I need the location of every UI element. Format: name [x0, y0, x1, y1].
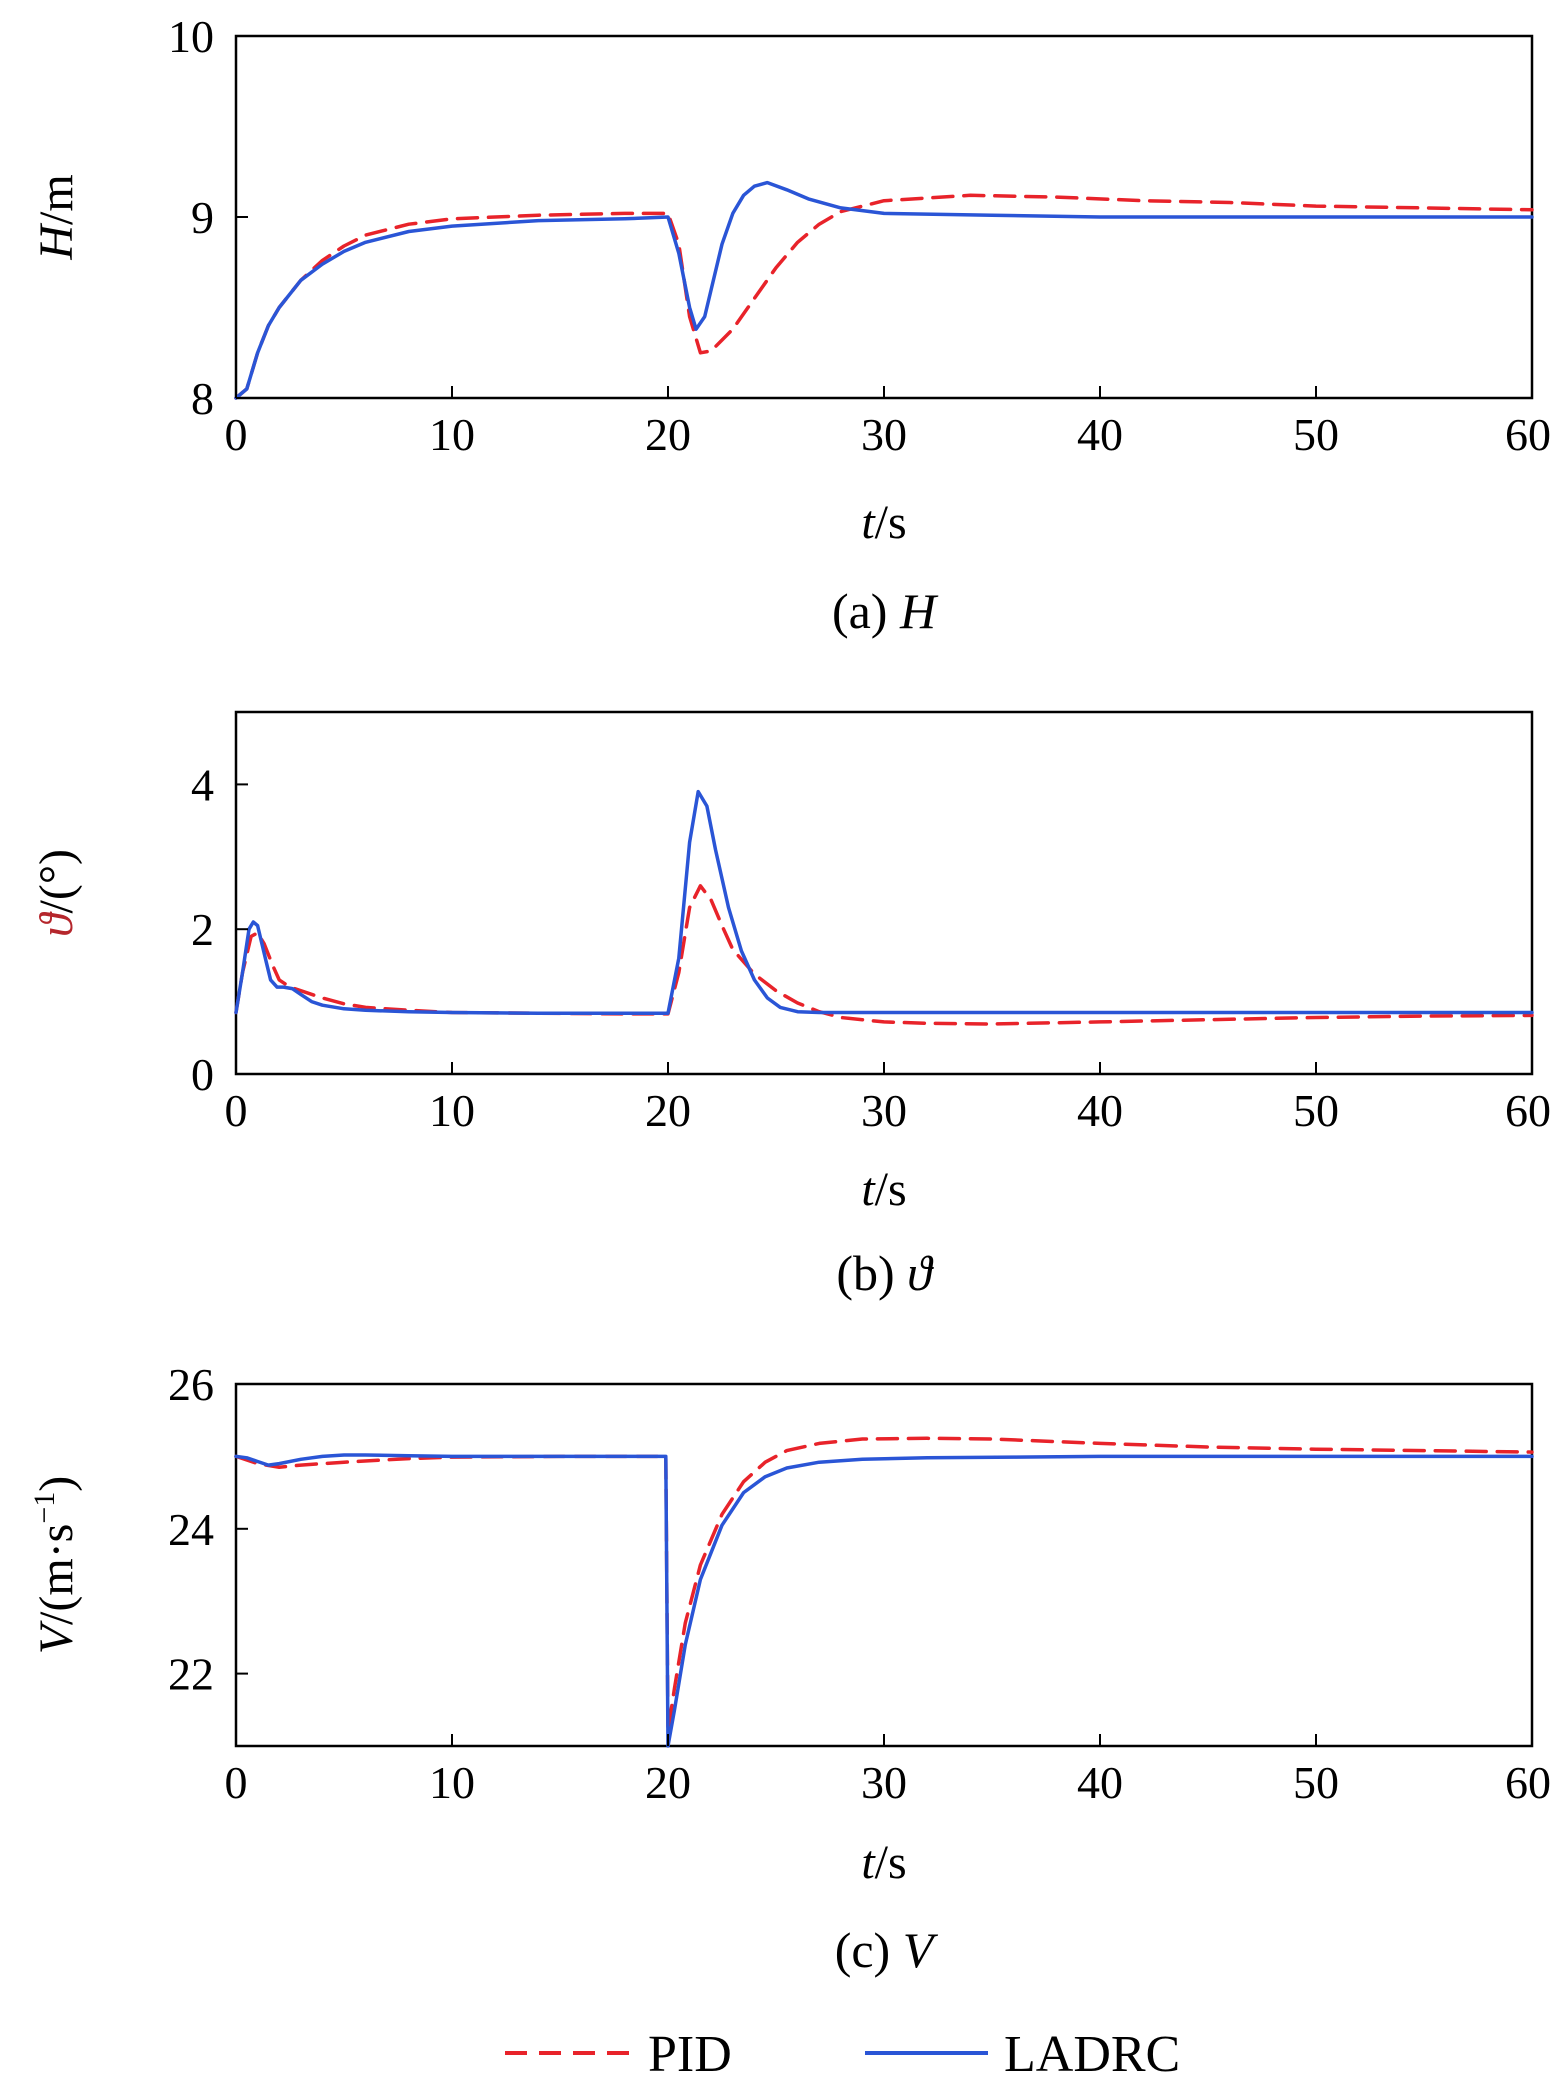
panel-a-x-tick-label: 20: [645, 409, 691, 460]
panel-b-y-tick-label: 0: [191, 1049, 214, 1100]
panel-c-x-tick-label: 60: [1505, 1757, 1551, 1808]
panel-c-x-tick-label: 10: [429, 1757, 475, 1808]
panel-a-x-tick-label: 40: [1077, 409, 1123, 460]
panel-b-x-tick-label: 20: [645, 1085, 691, 1136]
legend-pid-label: PID: [648, 2026, 732, 2083]
legend-ladrc-label: LADRC: [1004, 2026, 1180, 2083]
panel-b-ticks: 0 10 20 30 40 50 60 0 2 4: [191, 759, 1551, 1136]
panel-b-series: [234, 789, 1534, 1026]
panel-b-series-pid: [234, 884, 1534, 1026]
panel-c-x-tick-label: 50: [1293, 1757, 1339, 1808]
panel-c-series: [234, 1436, 1534, 1748]
legend: PID LADRC: [505, 2026, 1180, 2083]
panel-a-series: [234, 180, 1534, 400]
panel-a-ticks: 0 10 20 30 40 50 60 8 9 10: [168, 11, 1551, 460]
panel-b-y-axis-label: ϑ/(°): [30, 849, 83, 937]
panel-b-x-tick-label: 0: [225, 1085, 248, 1136]
panel-b-x-tick-label: 30: [861, 1085, 907, 1136]
panel-c-caption: (c) V: [835, 1922, 939, 1978]
panel-c-speed-chart: 0 10 20 30 40 50 60 22 24 26 V/(m·s−1) t/s (c) V: [28, 1359, 1551, 1978]
panel-c-x-tick-label: 0: [225, 1757, 248, 1808]
panel-c-ticks: 0 10 20 30 40 50 60 22 24 26: [168, 1359, 1551, 1808]
panel-c-x-tick-label: 20: [645, 1757, 691, 1808]
panel-b-y-tick-label: 2: [191, 904, 214, 955]
panel-a-y-tick-label: 9: [191, 192, 214, 243]
panel-a-x-tick-label: 0: [225, 409, 248, 460]
panel-c-x-tick-label: 30: [861, 1757, 907, 1808]
panel-b-series-ladrc: [234, 789, 1534, 1015]
panel-a-x-tick-label: 50: [1293, 409, 1339, 460]
panel-b-caption: (b) ϑ: [836, 1245, 934, 1301]
panel-c-y-tick-label: 24: [168, 1504, 214, 1555]
panel-c-y-axis-label: V/(m·s−1): [28, 1476, 83, 1655]
panel-a-y-tick-label: 8: [191, 373, 214, 424]
panel-a-x-axis-label: t/s: [861, 496, 906, 549]
panel-b-x-tick-label: 60: [1505, 1085, 1551, 1136]
panel-b-y-tick-label: 4: [191, 759, 214, 810]
panel-c-x-tick-label: 40: [1077, 1757, 1123, 1808]
panel-a-series-pid: [234, 193, 1534, 400]
panel-c-series-ladrc: [234, 1453, 1534, 1748]
panel-b-x-tick-label: 50: [1293, 1085, 1339, 1136]
panel-a-x-tick-label: 60: [1505, 409, 1551, 460]
panel-a-y-tick-label: 10: [168, 11, 214, 62]
panel-a-x-tick-label: 10: [429, 409, 475, 460]
panel-a-caption: (a) H: [832, 583, 939, 639]
panel-b-plot-frame: [234, 710, 1534, 1076]
panel-a-y-axis-label: H/m: [30, 174, 83, 260]
panel-c-y-tick-label: 22: [168, 1649, 214, 1700]
panel-c-x-axis-label: t/s: [861, 1836, 906, 1889]
panel-a-series-ladrc: [234, 180, 1534, 400]
panel-a-x-tick-label: 30: [861, 409, 907, 460]
panel-b-pitch-chart: 0 10 20 30 40 50 60 0 2 4 ϑ/(°) t/s (b) ϑ: [30, 710, 1551, 1301]
panel-c-series-pid: [234, 1436, 1534, 1734]
panel-a-height-chart: 0 10 20 30 40 50 60 8 9 10 H/m t/s (a) H: [30, 11, 1551, 639]
panel-b-x-tick-label: 40: [1077, 1085, 1123, 1136]
panel-b-x-axis-label: t/s: [861, 1163, 906, 1216]
panel-c-y-tick-label: 26: [168, 1359, 214, 1410]
panel-b-x-tick-label: 10: [429, 1085, 475, 1136]
